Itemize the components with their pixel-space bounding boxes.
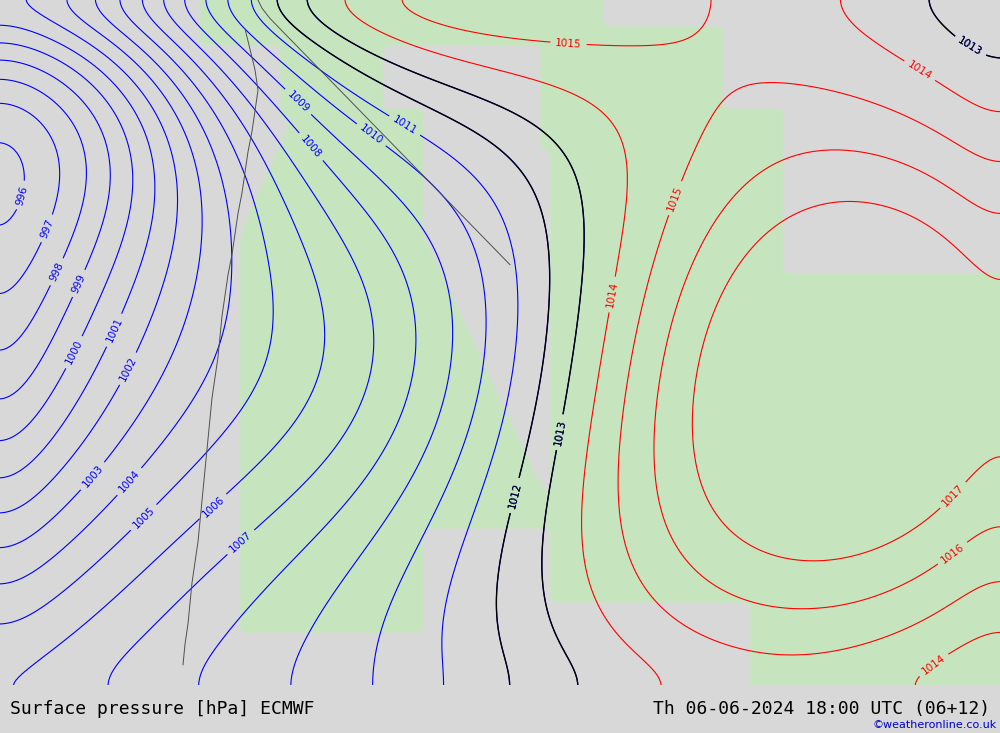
Text: 1003: 1003 [80, 463, 105, 490]
Text: 1012: 1012 [507, 482, 523, 509]
Text: 1017: 1017 [940, 482, 966, 508]
Text: 1013: 1013 [552, 419, 567, 446]
Text: 997: 997 [39, 218, 56, 240]
Text: 1008: 1008 [299, 133, 323, 160]
Text: 1000: 1000 [64, 339, 84, 366]
Text: 1007: 1007 [228, 530, 254, 555]
Text: 1013: 1013 [956, 36, 984, 58]
Text: 1014: 1014 [605, 281, 619, 309]
Text: ©weatheronline.co.uk: ©weatheronline.co.uk [873, 720, 997, 730]
Text: 1016: 1016 [939, 542, 966, 565]
Text: Surface pressure [hPa] ECMWF: Surface pressure [hPa] ECMWF [10, 700, 314, 718]
Text: 1005: 1005 [131, 504, 156, 530]
Text: 1013: 1013 [552, 419, 567, 446]
Text: 1002: 1002 [118, 355, 139, 383]
Text: 1013: 1013 [956, 36, 984, 58]
Text: Th 06-06-2024 18:00 UTC (06+12): Th 06-06-2024 18:00 UTC (06+12) [653, 700, 990, 718]
Text: 998: 998 [48, 261, 66, 283]
Text: 1009: 1009 [285, 89, 311, 114]
Text: 999: 999 [70, 273, 87, 295]
Text: 1015: 1015 [666, 184, 684, 213]
Text: 1004: 1004 [117, 468, 142, 495]
Text: 1014: 1014 [920, 652, 947, 677]
Text: 1011: 1011 [391, 114, 419, 136]
Text: 1001: 1001 [104, 316, 124, 345]
Text: 1010: 1010 [358, 123, 385, 147]
Text: 996: 996 [15, 185, 29, 206]
Text: 1006: 1006 [200, 494, 226, 519]
Text: 1015: 1015 [555, 37, 582, 49]
Text: 1014: 1014 [906, 59, 934, 82]
Text: 1012: 1012 [507, 482, 523, 509]
